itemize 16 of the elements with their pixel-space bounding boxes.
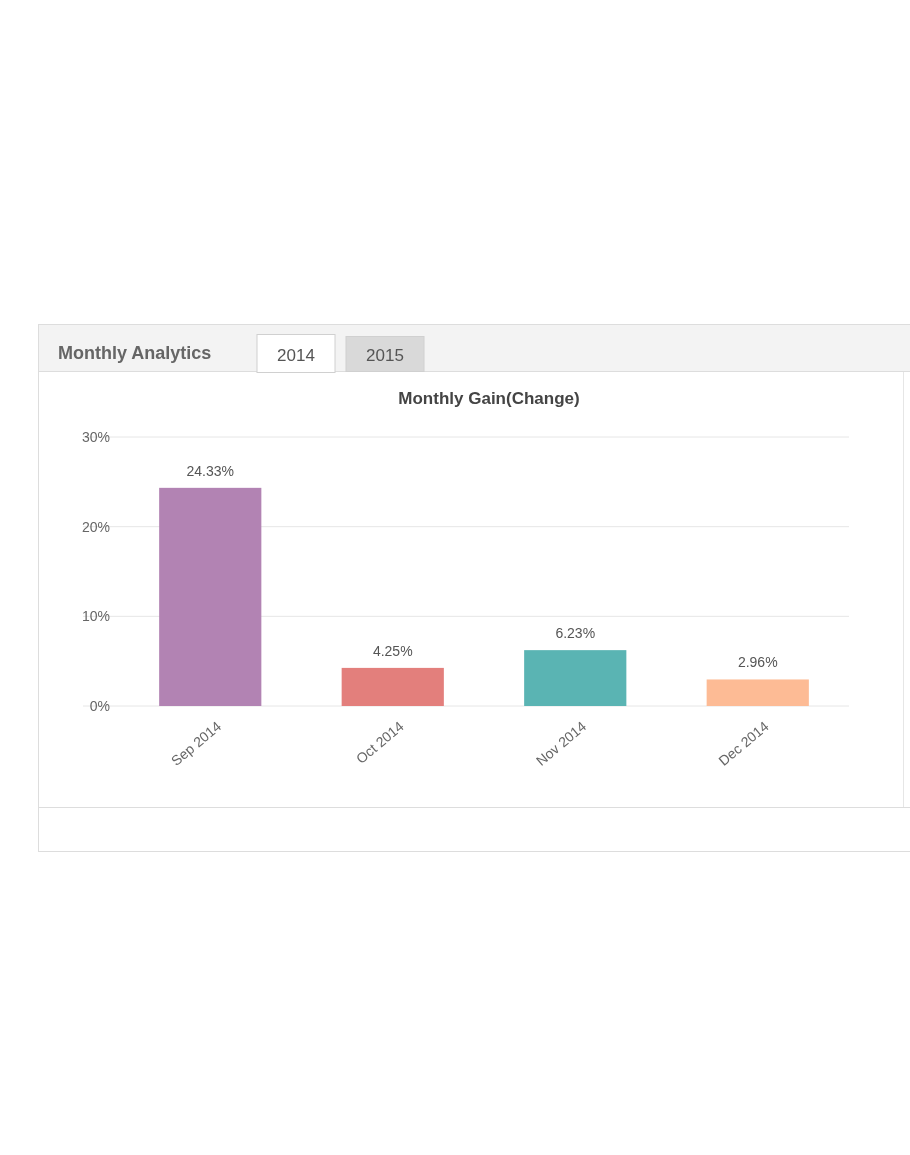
- y-tick-label: 20%: [81, 518, 110, 535]
- y-tick-label: 0%: [89, 698, 110, 714]
- bar: [524, 650, 627, 706]
- bar: [159, 487, 262, 706]
- y-tick-label: 10%: [81, 608, 110, 625]
- data-label: 4.25%: [372, 642, 413, 659]
- chart-title: Monthly Gain(Change): [398, 389, 580, 408]
- text: 2014: [277, 346, 315, 365]
- y-tick-label: 30%: [81, 429, 110, 445]
- text: 2015: [366, 346, 404, 365]
- data-label: 6.23%: [555, 625, 596, 642]
- data-label: 24.33%: [186, 462, 234, 479]
- bar: [341, 667, 444, 706]
- text: Monthly Analytics: [58, 343, 212, 363]
- bar: [706, 679, 809, 706]
- data-label: 2.96%: [737, 654, 778, 671]
